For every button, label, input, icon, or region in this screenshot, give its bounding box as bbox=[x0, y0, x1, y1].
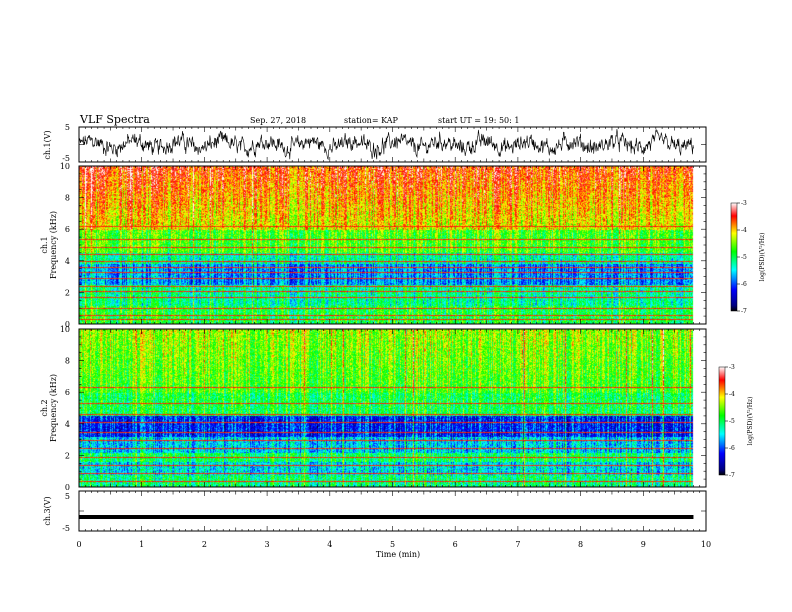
ch2-colorbar-gradient bbox=[718, 366, 726, 476]
ch2-colorbar-ticks: -3 -4 -5 -6 -7 bbox=[725, 364, 735, 479]
ch2-spectrogram-panel: 0 2 4 6 8 10 ch.2 Frequency (kHz) bbox=[40, 325, 707, 492]
figure-title: VLF Spectra bbox=[79, 113, 150, 126]
ch1-waveform-xticks bbox=[78, 126, 707, 163]
time-tick-label: 8 bbox=[578, 540, 583, 549]
time-tick-label: 2 bbox=[202, 540, 207, 549]
ch1-waveform-ytick-bottom: -5 bbox=[62, 154, 70, 163]
time-tick-label: 9 bbox=[641, 540, 646, 549]
ch2-spectrogram-ylabel-channel: ch.2 bbox=[40, 399, 49, 416]
ch1-colorbar-label: log(PSD)(V²/Hz) bbox=[759, 233, 766, 282]
time-tick-label: 4 bbox=[327, 540, 332, 549]
ch2-spectrogram-ylabel-frequency: Frequency (kHz) bbox=[49, 374, 58, 442]
time-tick-label: 7 bbox=[515, 540, 520, 549]
time-tick-label: 6 bbox=[453, 540, 458, 549]
start-time-label: start UT = 19: 50: 1 bbox=[438, 116, 519, 125]
colorbar-tick-label: -6 bbox=[729, 445, 735, 452]
ch3-waveform-panel: 5 -5 ch.3(V) 0 1 2 3 4 5 6 7 8 9 10 Time (min) bbox=[43, 490, 711, 559]
ch1-frequency-tick-label: 0 bbox=[65, 320, 70, 329]
ch2-frequency-tick-label: 4 bbox=[65, 420, 70, 429]
ch2-frequency-tick-label: 0 bbox=[65, 483, 70, 492]
station-label: station= KAP bbox=[344, 116, 399, 125]
ch1-waveform-panel: 5 -5 ch.1(V) bbox=[43, 123, 707, 163]
ch2-frequency-tick-label: 2 bbox=[65, 451, 70, 460]
ch1-frequency-tick-label: 2 bbox=[65, 288, 70, 297]
ch1-frequency-tick-label: 8 bbox=[65, 194, 70, 203]
ch1-colorbar: -3 -4 -5 -6 -7 log(PSD)(V²/Hz) bbox=[730, 200, 766, 315]
ch1-waveform-ylabel: ch.1(V) bbox=[43, 130, 52, 159]
colorbar-tick-label: -3 bbox=[741, 200, 747, 207]
ch1-spectrogram-yticks: 0 2 4 6 8 10 bbox=[60, 162, 706, 329]
colorbar-tick-label: -3 bbox=[729, 364, 735, 371]
ch2-frequency-tick-label: 8 bbox=[65, 357, 70, 366]
ch2-spectrogram-xticks bbox=[78, 329, 707, 487]
ch1-frequency-tick-label: 6 bbox=[65, 225, 70, 234]
ch1-spectrogram-xticks bbox=[78, 166, 707, 324]
ch1-waveform-ytick-top: 5 bbox=[65, 123, 70, 132]
time-tick-label: 10 bbox=[701, 540, 711, 549]
ch3-waveform-ytick-bottom: -5 bbox=[62, 524, 70, 533]
time-tick-label: 5 bbox=[390, 540, 395, 549]
ch1-frequency-tick-label: 4 bbox=[65, 257, 70, 266]
ch3-waveform-ylabel: ch.3(V) bbox=[43, 496, 52, 525]
colorbar-tick-label: -7 bbox=[741, 308, 747, 315]
ch2-spectrogram-image bbox=[79, 329, 706, 487]
time-axis-label: Time (min) bbox=[376, 550, 420, 559]
ch2-colorbar: -3 -4 -5 -6 -7 log(PSD)(V²/Hz) bbox=[718, 364, 754, 479]
colorbar-tick-label: -4 bbox=[729, 391, 735, 398]
ch2-spectrogram-yticks: 0 2 4 6 8 10 bbox=[60, 325, 706, 492]
colorbar-tick-label: -7 bbox=[729, 472, 735, 479]
time-tick-label: 1 bbox=[139, 540, 144, 549]
ch1-spectrogram-image bbox=[79, 166, 706, 324]
ch1-waveform-line bbox=[78, 129, 694, 161]
ch2-frequency-tick-label: 10 bbox=[60, 325, 70, 334]
ch1-colorbar-ticks: -3 -4 -5 -6 -7 bbox=[737, 200, 747, 315]
figure-date: Sep. 27, 2018 bbox=[250, 116, 306, 125]
colorbar-tick-label: -5 bbox=[741, 254, 747, 261]
ch3-waveform-xticks bbox=[78, 490, 707, 532]
colorbar-tick-label: -6 bbox=[741, 281, 747, 288]
time-tick-label: 3 bbox=[265, 540, 270, 549]
ch1-frequency-tick-label: 10 bbox=[60, 162, 70, 171]
ch3-waveform-ytick-top: 5 bbox=[65, 492, 70, 501]
ch2-colorbar-label: log(PSD)(V²/Hz) bbox=[747, 397, 754, 446]
colorbar-tick-label: -5 bbox=[729, 418, 735, 425]
ch1-waveform-frame bbox=[78, 126, 707, 163]
ch2-frequency-tick-label: 6 bbox=[65, 388, 70, 397]
time-axis-tick-labels: 0 1 2 3 4 5 6 7 8 9 10 bbox=[76, 540, 711, 549]
ch1-colorbar-gradient bbox=[730, 202, 738, 312]
ch1-spectrogram-panel: 0 2 4 6 8 10 ch.1 Frequency (kHz) bbox=[40, 162, 707, 329]
ch1-spectrogram-ylabel-channel: ch.1 bbox=[40, 236, 49, 253]
time-tick-label: 0 bbox=[76, 540, 81, 549]
colorbar-tick-label: -4 bbox=[741, 227, 747, 234]
ch1-spectrogram-ylabel-frequency: Frequency (kHz) bbox=[49, 211, 58, 279]
ch3-waveform-frame bbox=[78, 490, 707, 532]
